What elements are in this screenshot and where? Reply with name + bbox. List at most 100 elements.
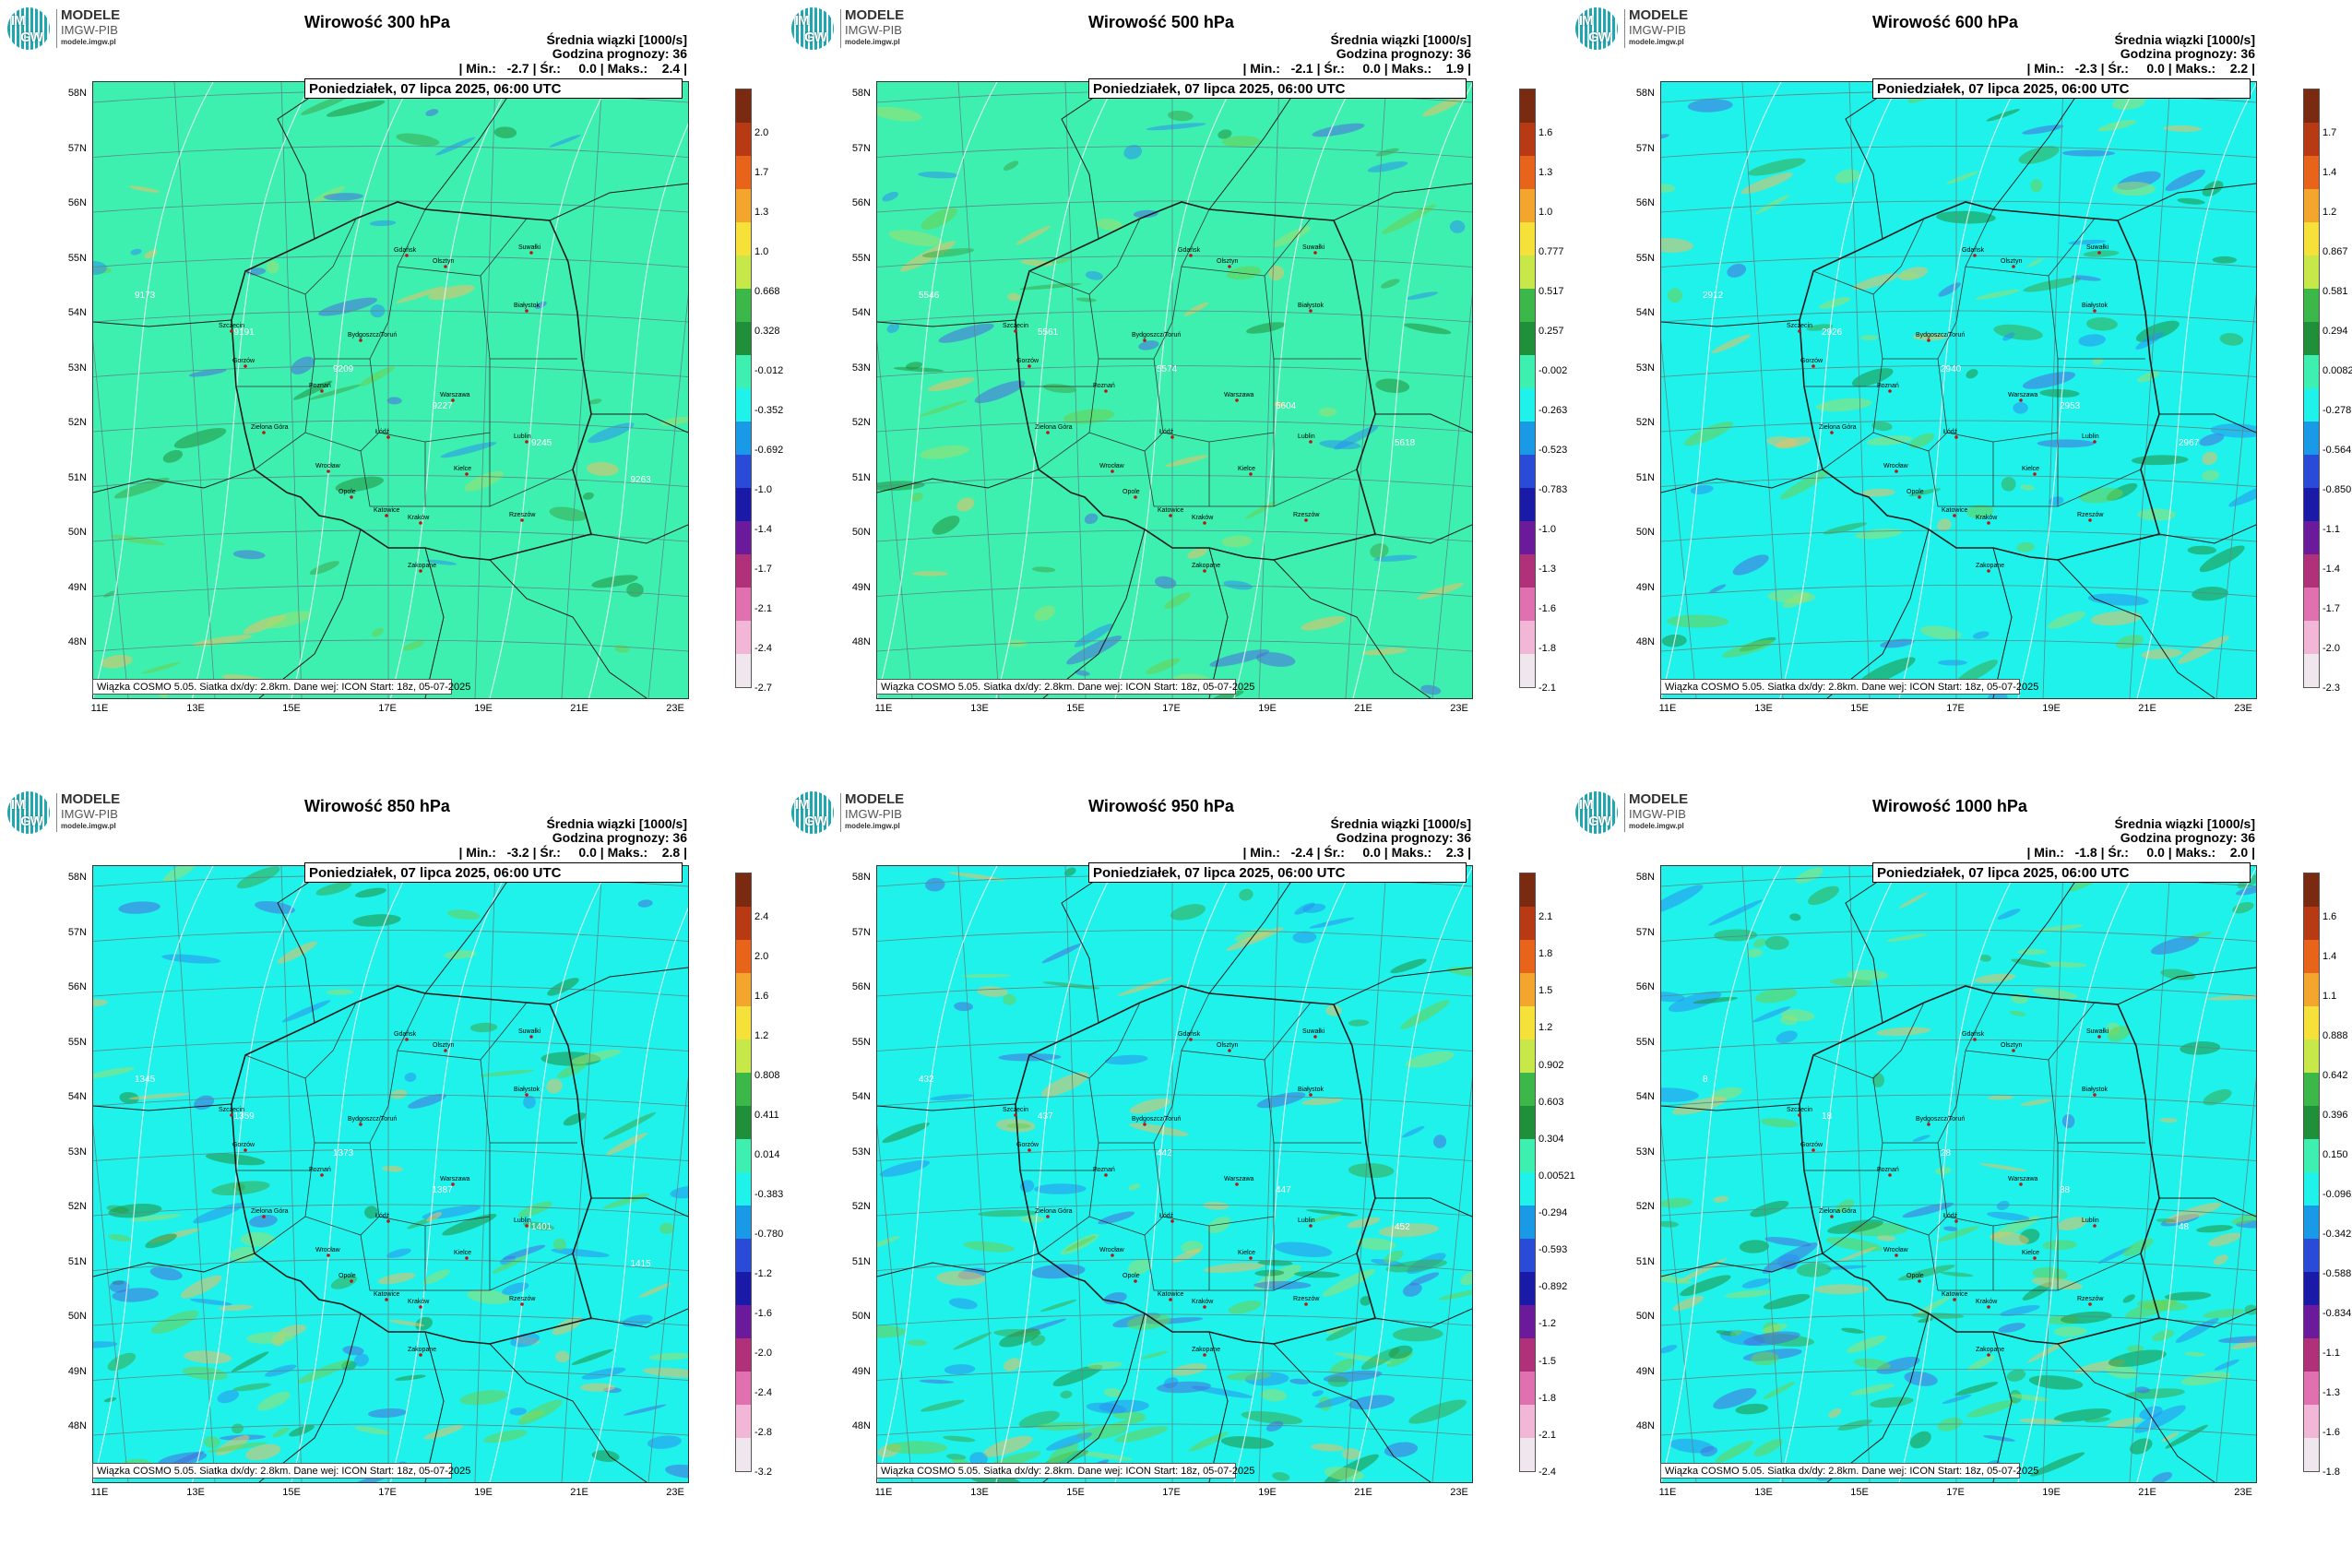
city-dot xyxy=(419,1305,422,1309)
vorticity-patch xyxy=(2175,1317,2219,1343)
vorticity-patch xyxy=(1912,1134,1930,1142)
vorticity-patch xyxy=(956,497,975,512)
vorticity-patch xyxy=(1796,1262,1832,1277)
vorticity-patch xyxy=(184,1350,232,1364)
city-label: Warszawa xyxy=(2008,392,2038,398)
vorticity-patch xyxy=(1146,123,1206,131)
logo-title: MODELE xyxy=(1629,791,1689,807)
country-border xyxy=(591,1197,688,1218)
vorticity-patch xyxy=(1954,1382,1999,1396)
vorticity-patch xyxy=(1370,543,1389,559)
imgw-logo: IM GW MODELE IMGW-PIB modele.imgw.pl xyxy=(1575,7,1705,52)
vorticity-patch xyxy=(877,106,922,122)
vorticity-patch xyxy=(2097,1246,2132,1264)
longitude-gridline xyxy=(1661,339,1697,698)
geopotential-contour xyxy=(1114,82,1236,698)
city-label: Zakopane xyxy=(1192,563,1220,569)
vorticity-patch xyxy=(257,1391,291,1411)
vorticity-patch xyxy=(1409,1272,1440,1286)
colorbar-segment xyxy=(1520,1338,1535,1372)
model-credit: Wiązka COSMO 5.05. Siatka dx/dy: 2.8km. … xyxy=(92,679,470,695)
colorbar-tick-label: 0.014 xyxy=(754,1149,780,1160)
vorticity-patch xyxy=(1384,1442,1419,1457)
logo-mark-text: GW xyxy=(1588,814,1611,829)
city-dot xyxy=(2019,1182,2023,1186)
ensemble-mean-label: Średnia wiązki [1000/s] xyxy=(546,816,687,831)
map-layer: 1345 1359 1373 1387 1401 1415 Gdańsk Olsztyn Suw… xyxy=(93,866,688,1482)
latitude-gridline xyxy=(1661,146,2256,158)
latitude-gridline xyxy=(877,585,1472,597)
stat-max: 2.3 xyxy=(1445,845,1465,860)
longitude-gridline xyxy=(1064,866,1087,1482)
city-dot xyxy=(525,440,529,444)
geopotential-contour xyxy=(489,82,611,698)
city-dot xyxy=(1189,254,1193,257)
latitude-label: 57N xyxy=(851,926,871,938)
city-label: Opole xyxy=(1907,489,1924,495)
vorticity-patch xyxy=(440,442,497,458)
vorticity-patch xyxy=(1668,288,1683,303)
ensemble-mean-label: Średnia wiązki [1000/s] xyxy=(2114,816,2255,831)
colorbar-tick-label: -0.783 xyxy=(1538,484,1568,495)
city-dot xyxy=(1888,389,1892,393)
stat-min: -2.7 xyxy=(506,61,529,76)
vorticity-patch xyxy=(1006,1123,1031,1129)
longitude-label: 15E xyxy=(1850,1487,1869,1498)
city-label: Zakopane xyxy=(408,1347,436,1353)
vorticity-patch xyxy=(291,356,315,374)
vorticity-patch xyxy=(2122,1294,2135,1303)
vorticity-patch xyxy=(877,1324,907,1338)
contour-label: 5574 xyxy=(1157,364,1178,374)
city-dot xyxy=(1134,1279,1137,1283)
latitude-label: 48N xyxy=(851,1420,871,1431)
colorbar-tick-label: 1.3 xyxy=(1538,167,1553,178)
city-dot xyxy=(1134,495,1137,499)
city-label: Poznań xyxy=(1093,383,1115,389)
colorbar-tick-label: -2.4 xyxy=(754,643,772,654)
longitude-gridline xyxy=(2042,866,2064,1482)
colorbar-segment xyxy=(736,1139,751,1172)
vorticity-patch xyxy=(523,1095,536,1110)
vorticity-panel: IM GW MODELE IMGW-PIB modele.imgw.pl Wirowość… xyxy=(0,0,784,784)
latitude-label: 54N xyxy=(67,307,87,318)
city-dot xyxy=(350,1279,353,1283)
colorbar-tick-label: -1.1 xyxy=(2322,1348,2340,1359)
colorbar-tick-label: -0.523 xyxy=(1538,445,1568,456)
city-label: Bydgoszcz/Toruń xyxy=(1916,332,1965,339)
colorbar-tick-label: -1.8 xyxy=(2322,1467,2340,1478)
vorticity-patch xyxy=(606,1132,647,1156)
city-label: Szczecin xyxy=(219,1107,244,1113)
city-label: Bydgoszcz/Toruń xyxy=(348,332,397,339)
vorticity-patch xyxy=(158,1452,208,1467)
vorticity-patch xyxy=(2022,125,2064,135)
colorbar-tick-label: 0.00821 xyxy=(2322,365,2352,376)
stats-line: | Min.: -1.8 | Śr.: 0.0 | Maks.: 2.0 | xyxy=(2026,845,2255,860)
city-label: Wrocław xyxy=(1883,463,1909,469)
colorbar-segment xyxy=(1520,255,1535,289)
colorbar-tick-label: -2.8 xyxy=(754,1427,772,1438)
vorticity-patch xyxy=(459,1390,508,1406)
vorticity-patch xyxy=(193,1203,245,1224)
vorticity-patch xyxy=(1311,1443,1345,1452)
latitude-gridline xyxy=(93,529,688,542)
vorticity-patch xyxy=(422,1269,450,1285)
latitude-gridline xyxy=(877,639,1472,652)
geopotential-contour xyxy=(1779,82,1901,698)
colorbar-segment xyxy=(2304,1272,2319,1305)
city-dot xyxy=(1014,1113,1017,1117)
city-dot xyxy=(1812,364,1815,368)
vorticity-patch xyxy=(2160,968,2196,980)
longitude-label: 15E xyxy=(1066,1487,1085,1498)
contour-label: 8 xyxy=(1703,1075,1708,1085)
vorticity-patch xyxy=(885,1441,948,1455)
city-dot xyxy=(320,1173,324,1177)
vorticity-patch xyxy=(2122,1238,2154,1257)
vorticity-patch xyxy=(961,973,1011,979)
country-border xyxy=(489,1343,647,1482)
city-label: Łódź xyxy=(1159,1213,1174,1219)
country-border xyxy=(1273,1343,1431,1482)
vorticity-patch xyxy=(1972,631,1990,639)
colorbar-segment xyxy=(2304,873,2319,907)
logo-title: MODELE xyxy=(61,7,121,23)
vorticity-patch xyxy=(2164,1291,2212,1301)
